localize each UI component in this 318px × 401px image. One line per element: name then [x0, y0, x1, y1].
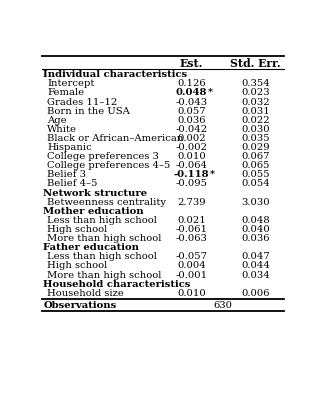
Text: -0.042: -0.042: [175, 125, 207, 134]
Text: 0.023: 0.023: [241, 88, 270, 97]
Text: 0.048: 0.048: [241, 216, 270, 225]
Text: 0.006: 0.006: [241, 289, 270, 298]
Text: 0.022: 0.022: [241, 116, 270, 125]
Text: Betweenness centrality: Betweenness centrality: [47, 198, 166, 207]
Text: White: White: [47, 125, 77, 134]
Text: 0.029: 0.029: [241, 143, 270, 152]
Text: 0.030: 0.030: [241, 125, 270, 134]
Text: More than high school: More than high school: [47, 271, 162, 279]
Text: -0.064: -0.064: [175, 161, 207, 170]
Text: 0.035: 0.035: [241, 134, 270, 143]
Text: Female: Female: [47, 88, 84, 97]
Text: College preferences 3: College preferences 3: [47, 152, 159, 161]
Text: Observations: Observations: [44, 301, 117, 310]
Text: Household size: Household size: [47, 289, 124, 298]
Text: High school: High school: [47, 261, 107, 271]
Text: Intercept: Intercept: [47, 79, 94, 88]
Text: 0.040: 0.040: [241, 225, 270, 234]
Text: Individual characteristics: Individual characteristics: [44, 70, 188, 79]
Text: *: *: [209, 170, 214, 178]
Text: Std. Err.: Std. Err.: [230, 58, 281, 69]
Text: -0.001: -0.001: [175, 271, 207, 279]
Text: 0.054: 0.054: [241, 180, 270, 188]
Text: 0.021: 0.021: [177, 216, 206, 225]
Text: 0.036: 0.036: [241, 234, 270, 243]
Text: Belief 3: Belief 3: [47, 170, 86, 179]
Text: 0.031: 0.031: [241, 107, 270, 115]
Text: 630: 630: [214, 301, 233, 310]
Text: 0.032: 0.032: [241, 97, 270, 107]
Text: Less than high school: Less than high school: [47, 216, 157, 225]
Text: *: *: [207, 87, 212, 97]
Text: -0.118: -0.118: [174, 170, 209, 179]
Text: Mother education: Mother education: [44, 207, 144, 216]
Text: 0.036: 0.036: [177, 116, 205, 125]
Text: 0.067: 0.067: [241, 152, 270, 161]
Text: Est.: Est.: [180, 58, 203, 69]
Text: 0.057: 0.057: [177, 107, 206, 115]
Text: 0.004: 0.004: [177, 261, 206, 271]
Text: 0.126: 0.126: [177, 79, 206, 88]
Text: 3.030: 3.030: [241, 198, 270, 207]
Text: 0.010: 0.010: [177, 289, 206, 298]
Text: 0.010: 0.010: [177, 152, 206, 161]
Text: 0.034: 0.034: [241, 271, 270, 279]
Text: More than high school: More than high school: [47, 234, 162, 243]
Text: -0.057: -0.057: [175, 252, 207, 261]
Text: -0.043: -0.043: [175, 97, 207, 107]
Text: Network structure: Network structure: [44, 188, 148, 198]
Text: Grades 11–12: Grades 11–12: [47, 97, 117, 107]
Text: 0.002: 0.002: [177, 134, 206, 143]
Text: High school: High school: [47, 225, 107, 234]
Text: 0.065: 0.065: [241, 161, 270, 170]
Text: Black or African–American: Black or African–American: [47, 134, 183, 143]
Text: 0.047: 0.047: [241, 252, 270, 261]
Text: Father education: Father education: [44, 243, 140, 252]
Text: 0.055: 0.055: [241, 170, 270, 179]
Text: -0.002: -0.002: [175, 143, 207, 152]
Text: Born in the USA: Born in the USA: [47, 107, 130, 115]
Text: 0.044: 0.044: [241, 261, 270, 271]
Text: Less than high school: Less than high school: [47, 252, 157, 261]
Text: -0.061: -0.061: [175, 225, 207, 234]
Text: Belief 4–5: Belief 4–5: [47, 180, 98, 188]
Text: Hispanic: Hispanic: [47, 143, 92, 152]
Text: -0.063: -0.063: [176, 234, 207, 243]
Text: -0.095: -0.095: [175, 180, 207, 188]
Text: Age: Age: [47, 116, 67, 125]
Text: 2.739: 2.739: [177, 198, 206, 207]
Text: College preferences 4–5: College preferences 4–5: [47, 161, 170, 170]
Text: Household characteristics: Household characteristics: [44, 279, 191, 289]
Text: 0.354: 0.354: [241, 79, 270, 88]
Text: 0.048: 0.048: [176, 88, 207, 97]
